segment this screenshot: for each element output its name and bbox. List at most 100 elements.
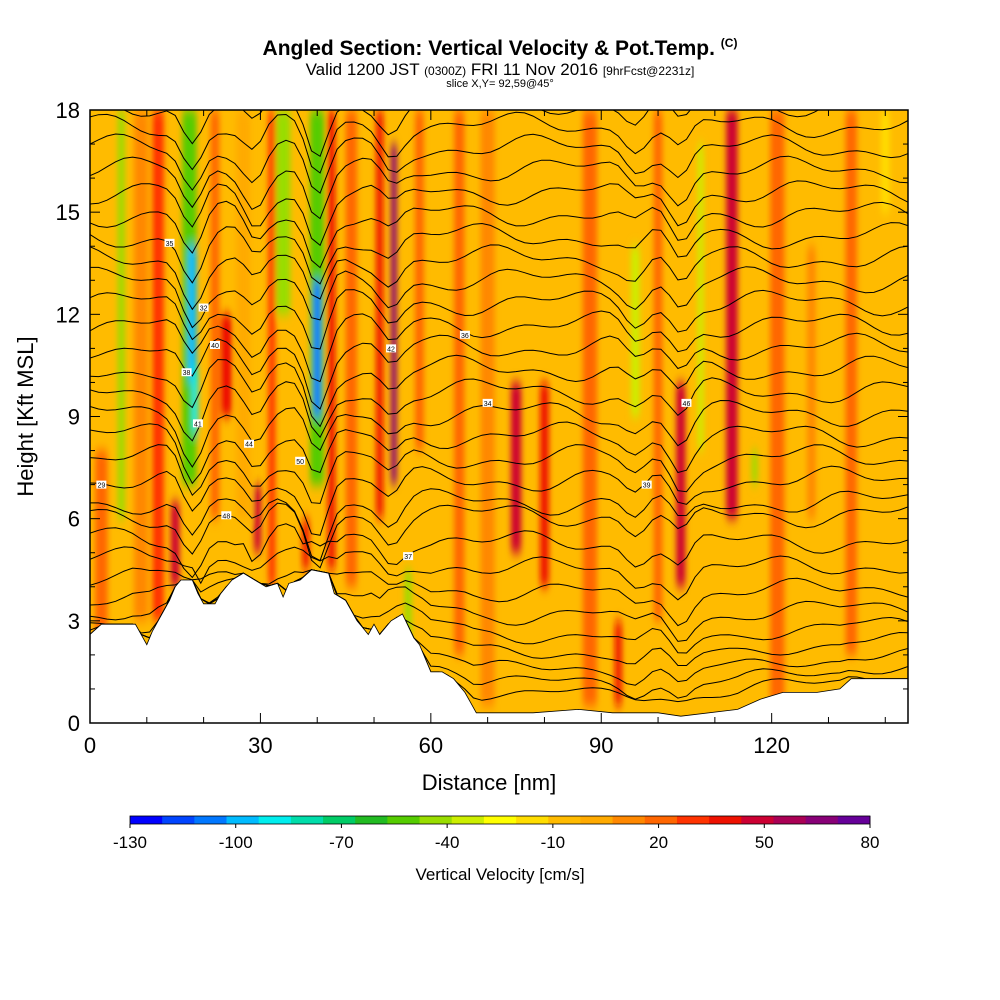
- theta-label-bg: [96, 480, 107, 489]
- theta-label: 36: [459, 330, 470, 340]
- theta-label-text: 39: [643, 483, 651, 490]
- y-tick-label: 9: [68, 405, 80, 430]
- colorbar-title: Vertical Velocity [cm/s]: [415, 865, 584, 884]
- colorbar-swatch: [516, 816, 549, 824]
- colorbar-label: -70: [329, 833, 354, 852]
- x-tick-label: 60: [419, 733, 443, 758]
- colorbar-label: -40: [435, 833, 460, 852]
- theta-label-bg: [244, 439, 255, 448]
- subtitle-utc: (0300Z): [424, 64, 467, 78]
- colorbar-swatch: [644, 816, 678, 824]
- velocity-cell: [751, 450, 758, 485]
- isentrope-line: [90, 377, 908, 442]
- velocity-cell: [676, 382, 686, 587]
- isentrope-line: [90, 222, 908, 285]
- colorbar-swatch: [548, 816, 581, 824]
- colorbar-swatch: [580, 816, 614, 824]
- colorbar-swatch: [419, 816, 453, 824]
- theta-label-text: 36: [461, 333, 469, 340]
- theta-label-bg: [403, 552, 414, 561]
- theta-label-bg: [198, 303, 209, 312]
- colorbar-swatch: [741, 816, 774, 824]
- colorbar-label: 50: [755, 833, 774, 852]
- velocity-cell: [210, 110, 220, 519]
- velocity-field: 29 35 32 40 38 41 44 48 50 37 42 36 34 39 46: [90, 110, 908, 723]
- colorbar-swatch: [676, 816, 710, 824]
- chart-title: Angled Section: Vertical Velocity & Pot.…: [0, 36, 1000, 61]
- colorbar-swatch: [387, 816, 421, 824]
- colorbar-swatch: [355, 816, 388, 824]
- velocity-cell: [187, 246, 197, 383]
- theta-label-text: 46: [683, 401, 691, 408]
- velocity-cell: [697, 144, 704, 451]
- isentrope-line: [90, 155, 908, 220]
- theta-label: 38: [181, 368, 192, 377]
- x-axis-title: Distance [nm]: [422, 770, 557, 795]
- theta-label: 50: [295, 456, 306, 466]
- theta-label-text: 35: [166, 241, 174, 248]
- colorbar-swatch: [323, 816, 356, 824]
- y-tick-label: 0: [68, 711, 80, 736]
- colorbar-label: -100: [219, 833, 253, 852]
- theta-label-bg: [209, 340, 220, 349]
- theta-label-text: 50: [296, 459, 304, 466]
- isentrope-line: [90, 546, 908, 601]
- theta-label: 35: [164, 238, 175, 248]
- velocity-cell: [220, 314, 233, 417]
- colorbar-swatch: [709, 816, 742, 824]
- isentrope-line: [90, 244, 908, 311]
- theta-label: 40: [209, 340, 220, 350]
- theta-label-text: 29: [97, 483, 105, 490]
- isentrope-line: [90, 289, 908, 350]
- theta-label-bg: [181, 368, 192, 377]
- terrain: [90, 569, 908, 723]
- x-tick-label: 30: [248, 733, 272, 758]
- theta-label-bg: [221, 511, 232, 520]
- y-tick-label: 18: [56, 98, 80, 123]
- y-tick-label: 12: [56, 302, 80, 327]
- isentrope-line: [90, 567, 908, 627]
- colorbar-label: 80: [861, 833, 880, 852]
- isentrope-line: [90, 180, 908, 247]
- theta-label-bg: [164, 238, 175, 247]
- theta-label-text: 48: [222, 513, 230, 520]
- isentrope-line: [90, 421, 908, 485]
- subtitle-date: FRI 11 Nov 2016: [470, 60, 599, 79]
- velocity-cell: [152, 110, 164, 621]
- y-axis-title: Height [Kft MSL]: [13, 336, 38, 496]
- colorbar: -130 -100 -70 -40 -10 20 50 80 Vertical Velocity…: [113, 815, 880, 884]
- theta-label-text: 34: [484, 401, 492, 408]
- isentrope-line: [90, 310, 908, 383]
- theta-label-bg: [386, 344, 397, 353]
- theta-label: 29: [96, 480, 107, 490]
- theta-label-text: 32: [200, 306, 208, 313]
- isentrope-line: [90, 488, 908, 562]
- isentrope-line: [90, 133, 908, 194]
- slice-label: slice X,Y= 92,59@45°: [446, 78, 554, 90]
- colorbar-label: 20: [649, 833, 668, 852]
- subtitle-valid: Valid 1200 JST: [305, 60, 420, 79]
- theta-label: 37: [403, 552, 414, 561]
- colorbar-swatch: [837, 816, 871, 824]
- isentrope-line: [90, 399, 908, 468]
- theta-label: 39: [641, 480, 652, 490]
- theta-label: 42: [386, 344, 397, 353]
- x-tick-label: 0: [84, 733, 96, 758]
- velocity-cell: [268, 110, 276, 587]
- isentrope-line: [90, 569, 908, 642]
- colorbar-label: -130: [113, 833, 147, 852]
- colorbar-swatch: [130, 816, 163, 824]
- colorbar-swatch: [805, 816, 839, 824]
- velocity-cell: [510, 382, 522, 553]
- subtitle-forecast: [9hrFcst@2231z]: [602, 64, 695, 78]
- theta-label-text: 38: [183, 370, 191, 377]
- theta-label: 34: [482, 398, 493, 408]
- colorbar-swatch: [612, 816, 646, 824]
- velocity-cell: [631, 246, 640, 417]
- x-tick-label: 120: [753, 733, 790, 758]
- velocity-cell: [391, 144, 397, 485]
- velocity-cell: [881, 110, 890, 213]
- colorbar-swatch: [451, 816, 485, 824]
- velocity-cell: [302, 518, 310, 570]
- colorbar-swatch: [162, 816, 195, 824]
